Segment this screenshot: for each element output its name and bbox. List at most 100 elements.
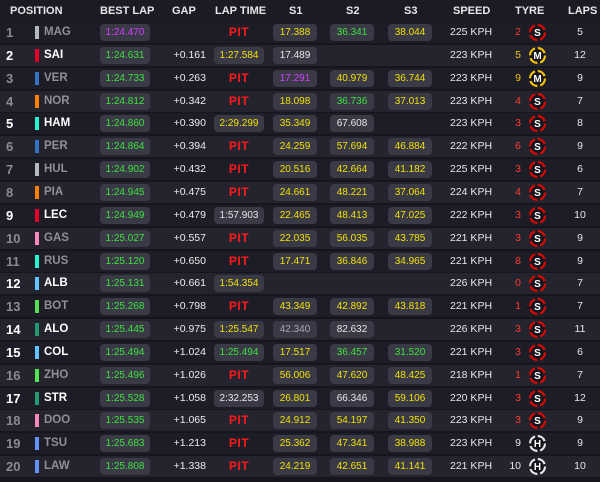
sector-2: 47.620 (330, 366, 374, 384)
tyre-age: 3 (515, 345, 521, 358)
lap-time: 1:27.584 (214, 46, 264, 64)
laps-count: 9 (577, 71, 583, 84)
driver-code[interactable]: DOO (44, 414, 71, 427)
driver-code[interactable]: LEC (44, 208, 67, 221)
driver-code[interactable]: HAM (44, 117, 71, 130)
table-row[interactable]: 14 ALO 1:25.445 +0.975 1:25.547 42.340 82.632 2… (0, 319, 600, 341)
table-row[interactable]: 12 ALB 1:25.131 +0.661 1:54.354 226 KPH 0 S 7 (0, 273, 600, 295)
gap-value: +0.650 (173, 254, 206, 267)
col-tyre[interactable]: TYRE (515, 5, 545, 17)
col-lap-time[interactable]: LAP TIME (215, 5, 267, 17)
pit-indicator: PIT (228, 459, 250, 474)
svg-text:M: M (533, 51, 541, 62)
laps-count: 9 (577, 254, 583, 267)
team-color-bar (35, 391, 39, 405)
sector-3: 41.141 (388, 458, 432, 476)
sector-1: 17.517 (273, 343, 317, 361)
col-s1[interactable]: S1 (289, 5, 303, 17)
tyre-age: 0 (515, 277, 521, 290)
sector-3: 41.182 (388, 161, 432, 179)
table-row[interactable]: 9 LEC 1:24.949 +0.479 1:57.903 22.465 48.413 47… (0, 204, 600, 226)
tyre-age: 9 (515, 71, 521, 84)
table-row[interactable]: 1 MAG 1:24.470 PIT 17.388 36.341 38.044 225 KPH… (0, 22, 600, 43)
table-row[interactable]: 20 LAW 1:25.808 +1.338 PIT 24.219 42.651 41.141… (0, 456, 600, 478)
table-row[interactable]: 3 VER 1:24.733 +0.263 PIT 17.291 40.979 36.744 2… (0, 67, 600, 89)
driver-code[interactable]: PER (44, 140, 68, 153)
sector-2: 54.197 (330, 412, 374, 430)
gap-value: +0.475 (173, 185, 206, 198)
table-row[interactable]: 7 HUL 1:24.902 +0.432 PIT 20.516 42.664 41.182 2… (0, 159, 600, 181)
lap-time: 1:54.354 (214, 275, 264, 293)
laps-count: 7 (577, 277, 583, 290)
col-position[interactable]: POSITION (10, 5, 63, 17)
position-number: 10 (6, 230, 21, 246)
svg-text:M: M (533, 74, 541, 85)
driver-code[interactable]: ALO (44, 323, 69, 336)
gap-value: +0.263 (173, 71, 206, 84)
table-row[interactable]: 19 TSU 1:25.683 +1.213 PIT 25.362 47.341 38.988… (0, 433, 600, 455)
driver-code[interactable]: LAW (44, 460, 70, 473)
tyre-age: 10 (509, 460, 521, 473)
laps-count: 7 (577, 94, 583, 107)
table-row[interactable]: 10 GAS 1:25.027 +0.557 PIT 22.035 56.035 43.785… (0, 227, 600, 249)
driver-code[interactable]: HUL (44, 163, 68, 176)
position-number: 11 (6, 253, 20, 269)
hard-tyre-icon: H (528, 457, 547, 476)
position-number: 6 (6, 139, 14, 155)
driver-code[interactable]: GAS (44, 231, 69, 244)
sector-1: 17.489 (273, 46, 317, 64)
laps-count: 8 (577, 117, 583, 130)
svg-text:S: S (534, 279, 541, 290)
team-color-bar (35, 71, 39, 85)
tyre-age: 9 (515, 437, 521, 450)
col-speed[interactable]: SPEED (453, 5, 491, 17)
pit-indicator: PIT (228, 230, 250, 245)
col-s3[interactable]: S3 (404, 5, 418, 17)
table-row[interactable]: 16 ZHO 1:25.496 +1.026 PIT 56.006 47.620 48.425… (0, 364, 600, 386)
gap-value: +1.024 (173, 345, 206, 358)
driver-code[interactable]: BOT (44, 300, 69, 313)
table-row[interactable]: 4 NOR 1:24.812 +0.342 PIT 18.098 36.736 37.013 2… (0, 90, 600, 112)
table-row[interactable]: 11 RUS 1:25.120 +0.650 PIT 17.471 36.846 34.965… (0, 250, 600, 272)
col-laps[interactable]: LAPS (568, 5, 598, 17)
sector-3: 37.064 (388, 183, 432, 201)
driver-code[interactable]: ZHO (44, 368, 69, 381)
driver-code[interactable]: COL (44, 345, 69, 358)
driver-code[interactable]: ALB (44, 277, 68, 290)
table-row[interactable]: 2 SAI 1:24.631 +0.161 1:27.584 17.489 223 KPH 5… (0, 44, 600, 66)
driver-code[interactable]: SAI (44, 48, 64, 61)
driver-code[interactable]: TSU (44, 437, 67, 450)
table-row[interactable]: 5 HAM 1:24.860 +0.390 2:29.299 35.349 67.608 22… (0, 113, 600, 135)
team-color-bar (35, 414, 39, 428)
sector-2: 82.632 (330, 321, 374, 339)
gap-value: +0.975 (173, 323, 206, 336)
tyre-age: 8 (515, 254, 521, 267)
driver-code[interactable]: NOR (44, 94, 70, 107)
table-row[interactable]: 15 COL 1:25.494 +1.024 1:25.494 17.517 36.457 3… (0, 341, 600, 363)
team-color-bar (35, 231, 39, 245)
position-number: 9 (6, 207, 14, 223)
col-best-lap[interactable]: BEST LAP (100, 5, 155, 17)
best-lap: 1:24.902 (100, 161, 150, 179)
col-gap[interactable]: GAP (172, 5, 196, 17)
table-row[interactable]: 13 BOT 1:25.268 +0.798 PIT 43.349 42.892 43.818… (0, 296, 600, 318)
driver-code[interactable]: PIA (44, 185, 64, 198)
driver-code[interactable]: VER (44, 71, 68, 84)
speed-value: 225 KPH (450, 163, 493, 176)
driver-code[interactable]: RUS (44, 254, 69, 267)
sector-1: 56.006 (273, 366, 317, 384)
table-row[interactable]: 8 PIA 1:24.945 +0.475 PIT 24.661 48.221 37.064 2… (0, 181, 600, 203)
table-row[interactable]: 17 STR 1:25.528 +1.058 2:32.253 26.801 66.346 5… (0, 387, 600, 409)
best-lap: 1:24.733 (100, 69, 150, 87)
position-number: 4 (6, 93, 14, 109)
table-row[interactable]: 6 PER 1:24.864 +0.394 PIT 24.259 57.694 46.884 2… (0, 136, 600, 158)
driver-code[interactable]: STR (44, 391, 67, 404)
laps-count: 7 (577, 185, 583, 198)
svg-text:S: S (534, 257, 541, 268)
col-s2[interactable]: S2 (346, 5, 360, 17)
gap-value: +0.342 (173, 94, 206, 107)
table-row[interactable]: 18 DOO 1:25.535 +1.065 PIT 24.912 54.197 41.350… (0, 410, 600, 432)
driver-code[interactable]: MAG (44, 26, 71, 38)
sector-1: 24.661 (273, 183, 317, 201)
